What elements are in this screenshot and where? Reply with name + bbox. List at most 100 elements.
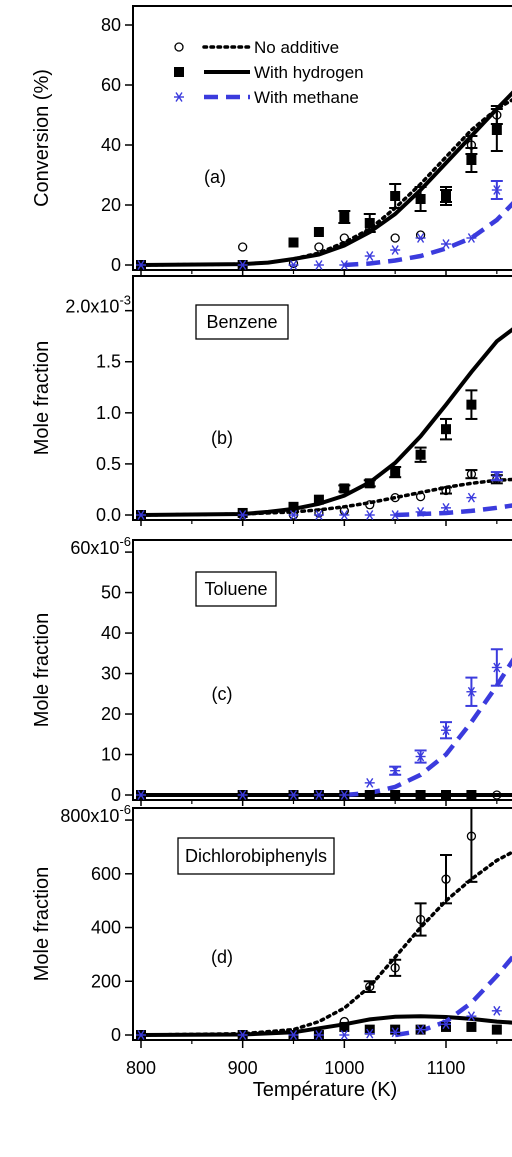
marker-asterisk <box>415 233 426 243</box>
x-axis-title: Température (K) <box>253 1079 398 1101</box>
x-tick-label: 1000 <box>324 1058 364 1078</box>
marker-asterisk <box>339 510 350 520</box>
marker-asterisk <box>390 245 401 255</box>
y-tick-label: 0.0 <box>96 505 121 525</box>
marker-filled-square <box>466 399 477 410</box>
marker-open-circle <box>365 500 375 510</box>
marker-filled-square <box>364 790 375 800</box>
plot-frame <box>132 275 512 521</box>
legend-label: No additive <box>254 38 339 57</box>
marker-asterisk <box>466 1011 477 1022</box>
legend: No additive With hydrogen With methane <box>174 38 364 107</box>
compound-label: Toluene <box>204 579 267 599</box>
marker-filled-square <box>390 191 401 201</box>
marker-asterisk <box>466 233 477 243</box>
plot-frame <box>132 5 512 271</box>
marker-asterisk <box>364 777 375 788</box>
marker-open-circle <box>314 508 324 518</box>
marker-filled-square <box>491 125 502 135</box>
marker-filled-square <box>364 478 375 489</box>
panel-label: (a) <box>204 167 226 187</box>
marker-asterisk <box>339 790 350 800</box>
panel-4: 0 200 400 600 800x10-6 Mole fraction (d) Dichlo… <box>31 802 512 1101</box>
y-tick-label: 1.0 <box>96 403 121 423</box>
marker-filled-square <box>313 227 324 237</box>
compound-label-box <box>177 837 335 875</box>
marker-filled-square <box>313 494 324 505</box>
marker-asterisk <box>313 790 324 800</box>
marker-asterisk <box>136 1030 146 1040</box>
y-tick-label: 0 <box>111 785 121 805</box>
marker-asterisk <box>288 1030 299 1040</box>
x-tick-label: 1100 <box>427 1058 466 1078</box>
marker-asterisk <box>441 502 451 513</box>
compound-label: Dichlorobiphenyls <box>185 846 327 866</box>
y-axis-title: Conversion (%) <box>31 69 53 207</box>
marker-asterisk <box>136 510 146 520</box>
curve-solid <box>140 1014 512 1037</box>
marker-filled-square <box>364 218 375 228</box>
marker-filled-square <box>491 1024 502 1035</box>
marker-open-circle <box>466 831 477 841</box>
marker-asterisk <box>136 260 146 270</box>
marker-asterisk <box>288 510 299 520</box>
compound-label-box <box>195 571 277 607</box>
marker-filled-square <box>466 155 477 165</box>
legend-marker <box>174 67 184 77</box>
marker-asterisk <box>491 471 502 482</box>
curve-dotted <box>139 850 512 1037</box>
panel-3: 0 10 20 30 40 50 60x10-6 Mole fraction (c) Toluen… <box>31 534 512 806</box>
plot-area <box>136 327 512 520</box>
marker-asterisk <box>390 765 401 776</box>
marker-open-circle <box>339 233 349 243</box>
plot-area <box>136 808 512 1040</box>
y-tick-label: 600 <box>91 864 121 884</box>
x-tick-label: 900 <box>228 1058 258 1078</box>
y-tick-label: 50 <box>101 583 121 603</box>
marker-asterisk <box>415 751 426 762</box>
curve-dotted <box>139 477 512 517</box>
marker-open-circle <box>288 258 299 269</box>
marker-asterisk <box>415 507 426 517</box>
marker-asterisk <box>288 260 299 270</box>
marker-filled-square <box>390 467 401 478</box>
marker-filled-square <box>288 501 299 512</box>
marker-asterisk <box>237 510 248 520</box>
curve-dotted <box>139 98 512 267</box>
marker-asterisk <box>466 492 477 503</box>
y-tick-label: 20 <box>101 195 121 215</box>
marker-open-circle <box>390 492 400 503</box>
panel-2: 0.0 0.5 1.0 1.5 2.0x10-3 Mole fraction (b) Benz… <box>31 275 512 526</box>
marker-asterisk <box>339 260 350 270</box>
marker-filled-square <box>390 790 401 800</box>
y-axis-title: Mole fraction <box>31 341 53 456</box>
legend-label: With methane <box>254 88 359 107</box>
marker-open-circle <box>238 242 248 252</box>
marker-asterisk <box>364 1028 375 1039</box>
marker-asterisk <box>466 686 477 697</box>
x-tick-label: 800 <box>126 1058 156 1078</box>
marker-asterisk <box>339 1030 350 1040</box>
y-tick-label: 2.0x10-3 <box>65 293 131 317</box>
plot-frame <box>132 807 512 1041</box>
marker-filled-square <box>466 790 477 800</box>
marker-asterisk <box>491 185 502 195</box>
plot-area <box>136 648 512 800</box>
panel-1: 0 20 40 60 80 Conversion (%) (a) No additive Wit… <box>31 5 512 276</box>
marker-open-circle <box>365 981 375 992</box>
plot-frame <box>132 539 512 801</box>
marker-open-circle <box>314 242 324 252</box>
marker-filled-square <box>466 1021 477 1032</box>
y-tick-label: 20 <box>101 704 121 724</box>
y-tick-label: 0 <box>111 255 121 275</box>
marker-asterisk <box>237 1030 248 1040</box>
y-tick-label: 60 <box>101 75 121 95</box>
y-tick-label: 1.5 <box>96 352 121 372</box>
y-tick-label: 10 <box>101 745 121 765</box>
marker-filled-square <box>441 191 451 201</box>
curve-solid <box>140 90 512 267</box>
marker-open-circle <box>390 233 400 243</box>
y-tick-label: 40 <box>101 623 121 643</box>
marker-asterisk <box>237 260 248 270</box>
y-axis-title: Mole fraction <box>31 867 53 982</box>
